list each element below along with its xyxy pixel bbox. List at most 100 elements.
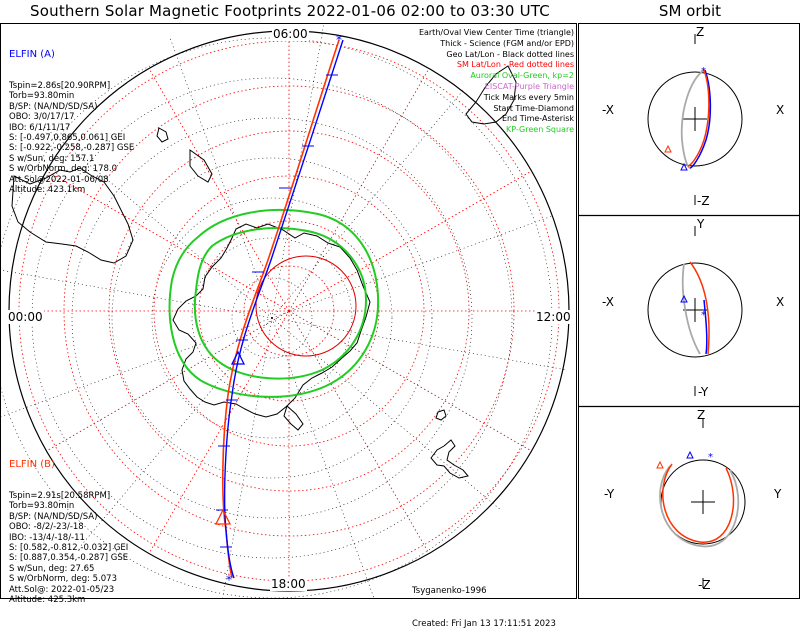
credit-created: Created: Fri Jan 13 17:11:51 2023 — [412, 619, 556, 629]
sm-latitude-circle — [153, 175, 425, 447]
elfin-a-line: IBO: 6/1/11/17 — [9, 122, 71, 133]
legend-item: KP-Green Square — [505, 125, 574, 135]
elfin-a-line: S w/Sun, deg: 157.1 — [9, 153, 95, 164]
elfin-a-line: B/SP: (NA/ND/SD/SA) — [9, 101, 98, 112]
tasmania-coastline — [156, 127, 169, 143]
elfin-b-lines: Tspin=2.91s[20.58RPM] Torb=93.80min B/SP: … — [9, 491, 128, 605]
sm-meridian — [148, 68, 290, 312]
sm2-bottom: -Y — [698, 385, 709, 399]
legend-item: Tick Marks every 5min — [483, 92, 574, 102]
elfin-b-line: S w/Sun, deg: 27.65 — [9, 563, 95, 574]
sm3-bottom: -Z — [698, 578, 711, 592]
sm2-top: Y — [697, 217, 705, 231]
elfin-b-info: ELFIN (B) Tspin=2.91s[20.58RPM] Torb=93.8… — [9, 439, 128, 616]
sm-meridian — [288, 310, 532, 452]
mlt-label-00: 00:00 — [7, 310, 44, 324]
elfin-a-lines: Tspin=2.86s[20.90RPM] Torb=93.80min B/SP: … — [9, 81, 134, 195]
mlt-label-18: 18:00 — [270, 577, 307, 591]
start-asterisk-a: * — [226, 573, 232, 587]
geo-latitude-circle — [191, 237, 353, 399]
sm2-left: -X — [602, 295, 614, 309]
elfin-b-line: Tspin=2.91s[20.58RPM] — [9, 491, 111, 502]
mlt-label-06: 06:00 — [272, 27, 309, 41]
sm-meridian — [288, 68, 430, 312]
falkland-coastline — [435, 409, 447, 421]
svg-text:*: * — [701, 310, 706, 321]
credit-author: Tsyganenko-1996 — [412, 586, 487, 596]
sm-latitude-circle — [198, 220, 380, 402]
elfin-a-line: OBO: 3/0/17/17 — [9, 112, 75, 123]
geo-meridian — [271, 317, 503, 512]
geo-latitude-circle — [231, 277, 313, 359]
elfin-b-line: IBO: -13/4/-18/-11 — [9, 532, 85, 543]
view-center-triangle-b — [214, 508, 232, 525]
elfin-a-line: Altitude: 423.1km — [9, 185, 86, 196]
sm-panel-yz: * — [656, 418, 746, 588]
mlt-label-12: 12:00 — [535, 310, 572, 324]
legend-item: Auroral Oval-Green, kp=2 — [470, 71, 574, 81]
elfin-b-track — [222, 39, 340, 579]
sm1-top: Z — [696, 25, 705, 39]
sm1-left: -X — [602, 103, 614, 117]
elfin-a-line: Torb=93.80min — [9, 91, 75, 102]
legend-item: End Time-Asterisk — [501, 114, 574, 124]
end-asterisk-a: * — [336, 33, 342, 47]
geo-latitude-circle — [111, 157, 433, 479]
antarctica-coastline — [172, 223, 371, 418]
legend-item: SM Lat/Lon - Red dotted lines — [456, 60, 574, 70]
map-frame — [0, 23, 577, 599]
elfin-a-line: S w/OrbNorm, deg: 178.0 — [9, 164, 118, 175]
sm-panel-xy: * — [647, 226, 743, 396]
elfin-a-info: ELFIN (A) Tspin=2.86s[20.90RPM] Torb=93.8… — [9, 29, 134, 206]
new-zealand-coastline — [189, 149, 213, 183]
sm1-right: X — [776, 103, 785, 117]
legend-item: Start Time-Diamond — [493, 103, 574, 113]
legend-item: Geo Lat/Lon - Black dotted lines — [446, 49, 574, 59]
geo-meridian — [271, 215, 555, 319]
elfin-b-line: Att.Sol@: 2022-01-05/23 — [9, 584, 115, 595]
elfin-a-track — [223, 39, 344, 579]
credit: Tsyganenko-1996 Created: Fri Jan 13 17:1… — [412, 564, 556, 641]
legend: Earth/Oval View Center Time (triangle) Th… — [419, 28, 574, 136]
legend-item: Thick - Science (FGM and/or EPD) — [440, 38, 574, 48]
plot-title: Southern Solar Magnetic Footprints 2022-… — [30, 2, 550, 20]
elfin-b-line: S: [0.582,-0.812,-0.032] GEI — [9, 543, 129, 554]
geo-meridian — [169, 35, 273, 319]
auroral-oval-inner — [193, 227, 368, 380]
sm-orbit-title: SM orbit — [658, 2, 722, 20]
elfin-a-line: Tspin=2.86s[20.90RPM] — [9, 81, 111, 92]
africa-coastline — [465, 65, 517, 125]
legend-item: Earth/Oval View Center Time (triangle) — [418, 28, 574, 37]
elfin-b-line: B/SP: (NA/ND/SD/SA) — [9, 511, 98, 522]
sm-meridian — [46, 310, 290, 452]
sm-meridian — [148, 310, 290, 554]
sm-meridian — [288, 170, 532, 312]
peninsula-coastline — [283, 405, 304, 431]
geo-latitude-circle — [31, 77, 513, 559]
sm-panel-xz: * — [647, 34, 743, 205]
geo-latitude-circle — [151, 197, 393, 439]
sm-meridian — [46, 170, 290, 312]
svg-text:*: * — [708, 452, 713, 463]
elfin-a-line: S: [-0.497,0.865,0.061] GEI — [9, 133, 126, 144]
elfin-a-line: Att.Sol@2022-01-06/08 — [9, 174, 109, 185]
elfin-b-name: ELFIN (B) — [9, 458, 55, 470]
elfin-a-line: S: [-0.922,-0.258,-0.287] GSE — [9, 143, 135, 154]
elfin-a-name: ELFIN (A) — [9, 48, 55, 60]
sm1-bottom: -Z — [697, 194, 710, 208]
sm3-left: -Y — [604, 487, 615, 501]
elfin-b-line: Altitude: 425.3km — [9, 595, 86, 606]
sm3-right: Y — [774, 487, 782, 501]
elfin-b-line: S: [0.887,0.354,-0.287] GSE — [9, 553, 129, 564]
south-america-coastline — [430, 439, 469, 479]
auroral-oval-outer — [168, 209, 380, 398]
elfin-b-line: OBO: -8/2/-23/-18 — [9, 522, 84, 533]
sm2-right: X — [776, 295, 785, 309]
sm-pole-circle — [255, 255, 357, 357]
view-center-triangle-a — [230, 350, 246, 365]
elfin-b-line: Torb=93.80min — [9, 501, 75, 512]
sm3-top: Z — [697, 408, 706, 422]
svg-text:*: * — [701, 66, 706, 77]
legend-item: EISCAT-Purple Triangle — [484, 81, 574, 91]
australia-coastline — [11, 167, 134, 264]
